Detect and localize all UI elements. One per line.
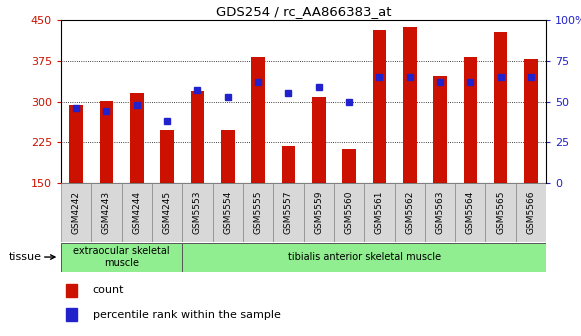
Text: extraocular skeletal
muscle: extraocular skeletal muscle	[73, 246, 170, 268]
Bar	[213, 183, 243, 242]
Bar	[130, 93, 144, 183]
Bar	[182, 243, 546, 271]
Text: GSM5557: GSM5557	[284, 191, 293, 234]
Text: GSM5553: GSM5553	[193, 191, 202, 234]
Bar	[433, 76, 447, 183]
Bar	[152, 183, 182, 242]
Bar	[160, 130, 174, 183]
Bar	[524, 59, 538, 183]
Bar	[403, 27, 417, 183]
Bar	[394, 183, 425, 242]
Bar	[182, 183, 213, 242]
Text: GSM5566: GSM5566	[526, 191, 536, 234]
Text: GSM4245: GSM4245	[163, 191, 171, 234]
Bar	[486, 183, 516, 242]
Bar	[494, 32, 507, 183]
Bar	[66, 308, 77, 321]
Bar	[221, 130, 235, 183]
Bar	[455, 183, 486, 242]
Title: GDS254 / rc_AA866383_at: GDS254 / rc_AA866383_at	[216, 5, 392, 17]
Text: GSM5561: GSM5561	[375, 191, 384, 234]
Text: tissue: tissue	[9, 252, 42, 262]
Bar	[100, 100, 113, 183]
Text: GSM5562: GSM5562	[405, 191, 414, 234]
Bar	[66, 284, 77, 297]
Bar	[372, 30, 386, 183]
Bar	[312, 97, 325, 183]
Text: GSM5559: GSM5559	[314, 191, 323, 234]
Bar	[425, 183, 455, 242]
Text: GSM4243: GSM4243	[102, 191, 111, 234]
Bar	[61, 243, 182, 271]
Bar	[516, 183, 546, 242]
Bar	[364, 183, 394, 242]
Bar	[303, 183, 334, 242]
Text: GSM5565: GSM5565	[496, 191, 505, 234]
Bar	[464, 56, 477, 183]
Bar	[282, 146, 295, 183]
Text: GSM4242: GSM4242	[71, 191, 81, 234]
Bar	[61, 183, 91, 242]
Bar	[91, 183, 121, 242]
Text: GSM5560: GSM5560	[345, 191, 354, 234]
Bar	[251, 56, 265, 183]
Text: percentile rank within the sample: percentile rank within the sample	[92, 310, 281, 320]
Bar	[191, 91, 205, 183]
Bar	[273, 183, 303, 242]
Bar	[334, 183, 364, 242]
Text: tibialis anterior skeletal muscle: tibialis anterior skeletal muscle	[288, 252, 441, 262]
Text: GSM5554: GSM5554	[223, 191, 232, 234]
Bar	[69, 106, 83, 183]
Text: GSM4244: GSM4244	[132, 191, 141, 234]
Bar	[342, 149, 356, 183]
Bar	[121, 183, 152, 242]
Text: GSM5555: GSM5555	[253, 191, 263, 234]
Text: GSM5564: GSM5564	[466, 191, 475, 234]
Text: GSM5563: GSM5563	[436, 191, 444, 234]
Text: count: count	[92, 285, 124, 295]
Bar	[243, 183, 273, 242]
